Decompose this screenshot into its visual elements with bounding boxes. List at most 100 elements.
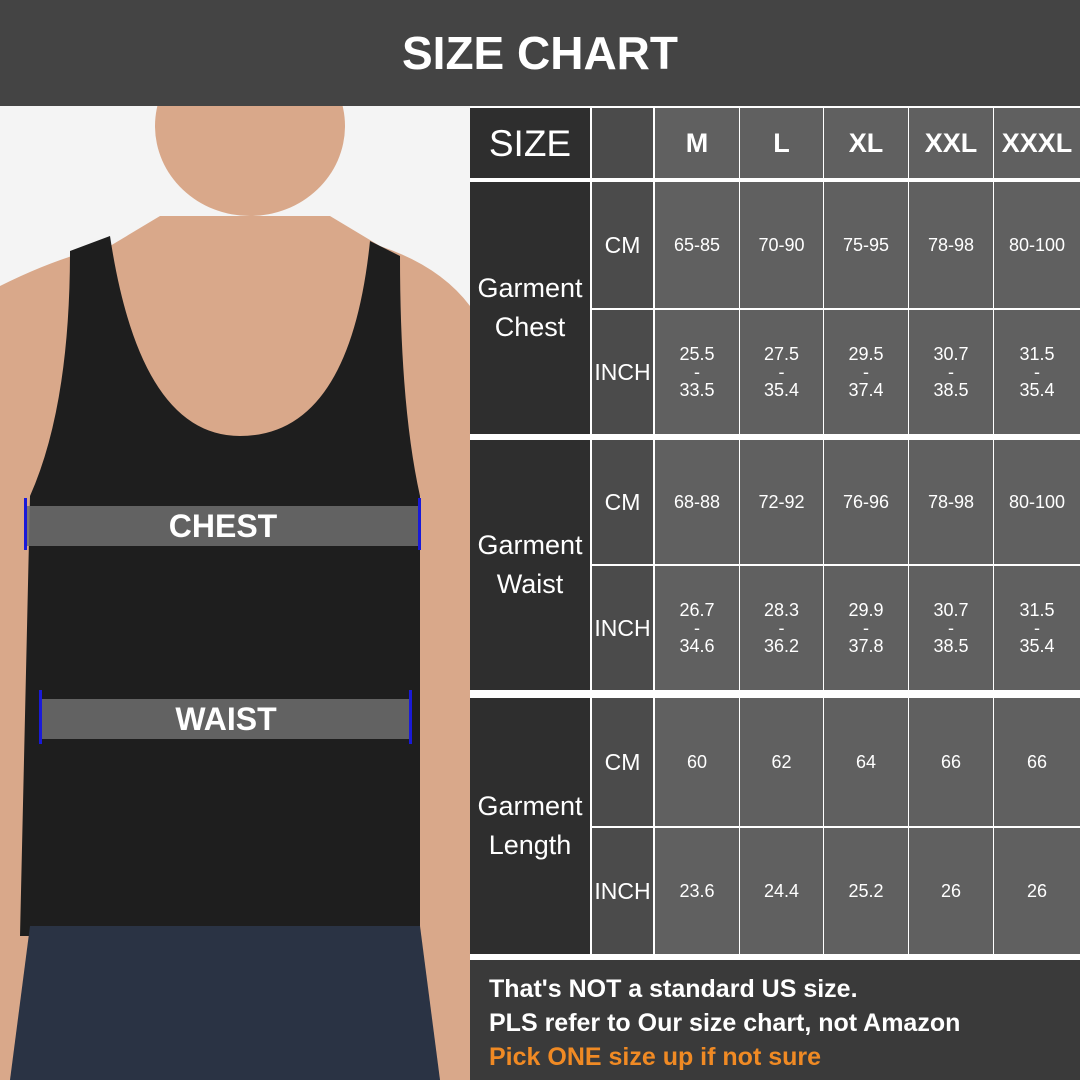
cell-value: 80-100: [1008, 235, 1066, 255]
cell-value: 25.5: [679, 344, 715, 364]
cell-value: 29.9: [848, 600, 884, 620]
cell-value: 38.5: [933, 636, 969, 656]
size-note: That's NOT a standard US size. PLS refer…: [470, 960, 1080, 1080]
range-dash: -: [1034, 362, 1040, 382]
cell-value: 34.6: [679, 636, 715, 656]
chest-band: CHEST: [26, 506, 420, 546]
table-cell: 30.7-38.5: [909, 566, 993, 690]
table-cell: 27.5-35.4: [740, 310, 823, 434]
table-cell: 66: [994, 698, 1080, 826]
table-cell: 25.5-33.5: [655, 310, 739, 434]
row-group-label: Garment Chest: [470, 182, 590, 434]
note-line-2: PLS refer to Our size chart, not Amazon: [489, 1009, 961, 1037]
table-cell: 26: [909, 828, 993, 954]
table-cell: 26: [994, 828, 1080, 954]
unit-label: CM: [592, 440, 653, 564]
table-cell: 78-98: [909, 182, 993, 308]
cell-value: 29.5: [848, 344, 884, 364]
cell-value: 26: [1026, 881, 1048, 901]
range-dash: -: [948, 362, 954, 382]
row-group-label: Garment Length: [470, 698, 590, 954]
table-cell: 72-92: [740, 440, 823, 564]
cell-value: 60: [686, 752, 708, 772]
table-cell: 62: [740, 698, 823, 826]
model-photo: CHEST WAIST: [0, 106, 470, 1080]
cell-value: 66: [1026, 752, 1048, 772]
range-dash: -: [778, 362, 785, 382]
table-cell: 31.5-35.4: [994, 566, 1080, 690]
range-dash: -: [863, 362, 869, 382]
cell-value: 31.5: [1019, 600, 1055, 620]
table-cell: 30.7-38.5: [909, 310, 993, 434]
model-illustration: [0, 106, 470, 1080]
cell-value: 62: [771, 752, 792, 772]
size-column-header: L: [740, 108, 823, 178]
cell-value: 70-90: [758, 235, 805, 255]
cell-value: 80-100: [1008, 492, 1066, 512]
cell-value: 38.5: [933, 380, 969, 400]
cell-value: 27.5: [763, 344, 800, 364]
size-column-header: M: [655, 108, 739, 178]
cell-value: 23.6: [679, 881, 715, 901]
table-cell: 29.9-37.8: [824, 566, 908, 690]
unit-label: CM: [592, 182, 653, 308]
table-cell: 75-95: [824, 182, 908, 308]
range-dash: -: [694, 618, 700, 638]
waist-marker-right: [409, 690, 412, 744]
table-cell: 28.3-36.2: [740, 566, 823, 690]
size-column-header: XL: [824, 108, 908, 178]
table-cell: 66: [909, 698, 993, 826]
table-cell: 65-85: [655, 182, 739, 308]
size-column-header: XXL: [909, 108, 993, 178]
note-line-1: That's NOT a standard US size.: [489, 975, 858, 1003]
cell-value: 35.4: [1019, 380, 1055, 400]
chest-marker-left: [24, 498, 27, 550]
unit-label: INCH: [592, 310, 653, 434]
size-header: SIZE: [470, 108, 590, 178]
page-title: SIZE CHART: [0, 0, 1080, 106]
chest-marker-right: [418, 498, 421, 550]
cell-value: 72-92: [758, 492, 805, 512]
unit-label: CM: [592, 698, 653, 826]
cell-value: 30.7: [933, 600, 969, 620]
cell-value: 35.4: [1019, 636, 1055, 656]
cell-value: 65-85: [673, 235, 721, 255]
range-dash: -: [948, 618, 954, 638]
range-dash: -: [1034, 618, 1040, 638]
row-group-label: Garment Waist: [470, 440, 590, 690]
cell-value: 36.2: [763, 636, 800, 656]
waist-marker-left: [39, 690, 42, 744]
cell-value: 25.2: [848, 881, 884, 901]
cell-value: 37.4: [848, 380, 884, 400]
cell-value: 66: [940, 752, 962, 772]
cell-value: 78-98: [927, 492, 975, 512]
table-cell: 64: [824, 698, 908, 826]
table-cell: 68-88: [655, 440, 739, 564]
table-cell: 24.4: [740, 828, 823, 954]
note-line-3: Pick ONE size up if not sure: [489, 1043, 822, 1071]
cell-value: 64: [855, 752, 877, 772]
waist-band: WAIST: [41, 699, 411, 739]
cell-value: 37.8: [848, 636, 884, 656]
cell-value: 68-88: [673, 492, 721, 512]
table-cell: 23.6: [655, 828, 739, 954]
cell-value: 28.3: [763, 600, 800, 620]
cell-value: 30.7: [933, 344, 969, 364]
cell-value: 76-96: [842, 492, 890, 512]
cell-value: 78-98: [927, 235, 975, 255]
cell-value: 75-95: [842, 235, 890, 255]
cell-value: 35.4: [763, 380, 800, 400]
unit-header: [592, 108, 653, 178]
cell-value: 33.5: [679, 380, 715, 400]
unit-label: INCH: [592, 566, 653, 690]
table-cell: 78-98: [909, 440, 993, 564]
range-dash: -: [778, 618, 785, 638]
cell-value: 26: [940, 881, 962, 901]
size-table: SIZE M L XL XXL XXXL Garment Chest CM 65-85 70-90…: [470, 106, 1080, 960]
size-column-header: XXXL: [994, 108, 1080, 178]
cell-value: 31.5: [1019, 344, 1055, 364]
range-dash: -: [863, 618, 869, 638]
table-cell: 29.5-37.4: [824, 310, 908, 434]
unit-label: INCH: [592, 828, 653, 954]
table-cell: 70-90: [740, 182, 823, 308]
